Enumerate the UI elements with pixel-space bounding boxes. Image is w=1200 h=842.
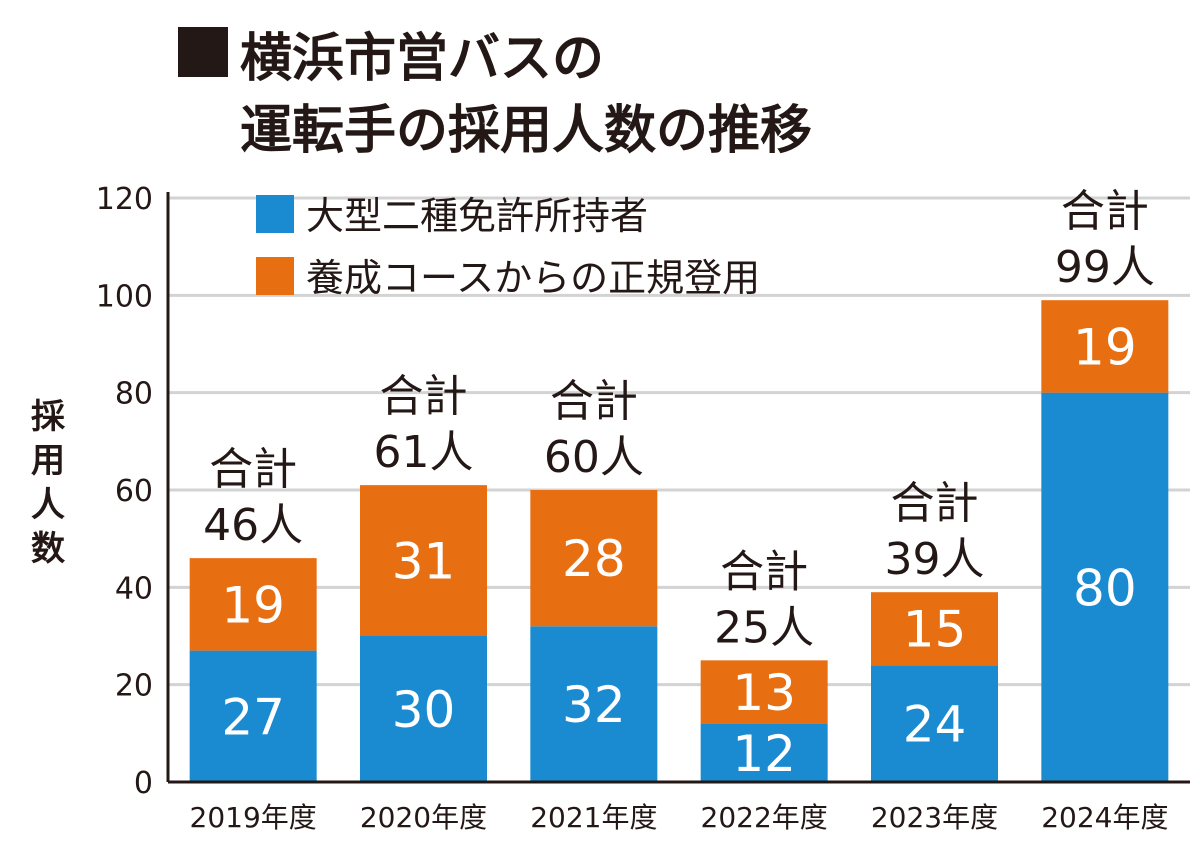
title-marker-square [178,27,228,77]
data-label-2019年度-series-1: 27 [221,688,285,746]
total-prefix-2021年度: 合計 [550,376,638,427]
total-value-2024年度: 99人 [1055,242,1155,293]
x-tick-label-2024年度: 2024年度 [1041,801,1168,834]
data-label-2020年度-series-2: 31 [392,533,456,591]
data-label-2024年度-series-1: 80 [1073,559,1137,617]
total-value-2019年度: 46人 [203,500,303,551]
total-prefix-2023年度: 合計 [891,478,979,529]
legend-label-1: 大型二種免許所持者 [306,194,648,238]
bar-2022年度-series-1 [700,723,828,782]
total-value-2023年度: 39人 [885,534,985,585]
bar-2023年度-series-1 [871,665,998,782]
total-prefix-2022年度: 合計 [720,546,808,597]
bar-2021年度-series-1 [530,626,658,782]
bar-2021年度-series-2 [530,490,658,627]
bar-2019年度-series-1 [189,650,317,782]
y-tick-label-120: 120 [96,182,153,217]
total-value-2022年度: 25人 [714,602,814,653]
total-prefix-2019年度: 合計 [209,444,297,495]
data-label-2023年度-series-2: 15 [903,601,967,659]
bar-2023年度-series-2 [871,592,998,666]
bar-2024年度-series-2 [1041,300,1169,393]
x-tick-label-2023年度: 2023年度 [871,801,998,834]
total-value-2021年度: 60人 [544,432,644,483]
total-prefix-2020年度: 合計 [380,371,468,422]
data-label-2020年度-series-1: 30 [392,681,456,739]
total-value-2020年度: 61人 [374,427,474,478]
legend-swatch-1 [256,195,294,233]
bars: 2719合計46人3031合計61人3228合計60人1213合計25人2415… [189,186,1169,783]
x-tick-label-2021年度: 2021年度 [530,801,657,834]
y-axis-label-char-2: 用 [31,441,65,481]
data-label-2021年度-series-2: 28 [562,530,626,588]
axes: 0 20 40 60 80 100 120 2019年度 2020年度 2021年度 2022年度 2… [96,182,1190,834]
y-tick-label-40: 40 [115,571,153,606]
x-tick-label-2019年度: 2019年度 [190,801,317,834]
data-label-2021年度-series-1: 32 [562,676,626,734]
title-line-1: 横浜市営バスの [240,29,604,89]
grid [168,196,1190,687]
bar-2022年度-series-2 [700,660,828,724]
y-axis-label-char-1: 採 [31,397,66,437]
data-label-2022年度-series-2: 13 [732,664,796,722]
total-prefix-2024年度: 合計 [1061,186,1149,237]
bar-2020年度-series-2 [360,485,487,636]
x-tick-label-2022年度: 2022年度 [701,801,828,834]
y-axis-label-char-3: 人 [31,485,65,525]
bar-2020年度-series-1 [360,636,487,782]
data-label-2024年度-series-2: 19 [1073,318,1137,376]
data-label-2019年度-series-2: 19 [221,576,285,634]
x-tick-label-2020年度: 2020年度 [360,801,487,834]
y-axis-label: 採用人数 [31,397,66,569]
y-tick-label-60: 60 [115,474,153,509]
chart-title: 横浜市営バスの 運転手の採用人数の推移 [178,27,812,161]
bar-2024年度-series-1 [1041,392,1169,782]
data-label-2022年度-series-1: 12 [732,725,796,783]
title-line-2: 運転手の採用人数の推移 [240,101,812,161]
y-tick-label-80: 80 [115,377,153,412]
bar-2019年度-series-2 [189,558,317,651]
y-tick-label-100: 100 [96,279,153,314]
legend-swatch-2 [256,257,294,295]
y-tick-label-0: 0 [134,766,153,801]
y-tick-label-20: 20 [115,669,153,704]
y-axis-label-char-4: 数 [31,529,65,569]
data-label-2023年度-series-1: 24 [903,696,967,754]
legend-label-2: 養成コースからの正規登用 [306,256,760,300]
